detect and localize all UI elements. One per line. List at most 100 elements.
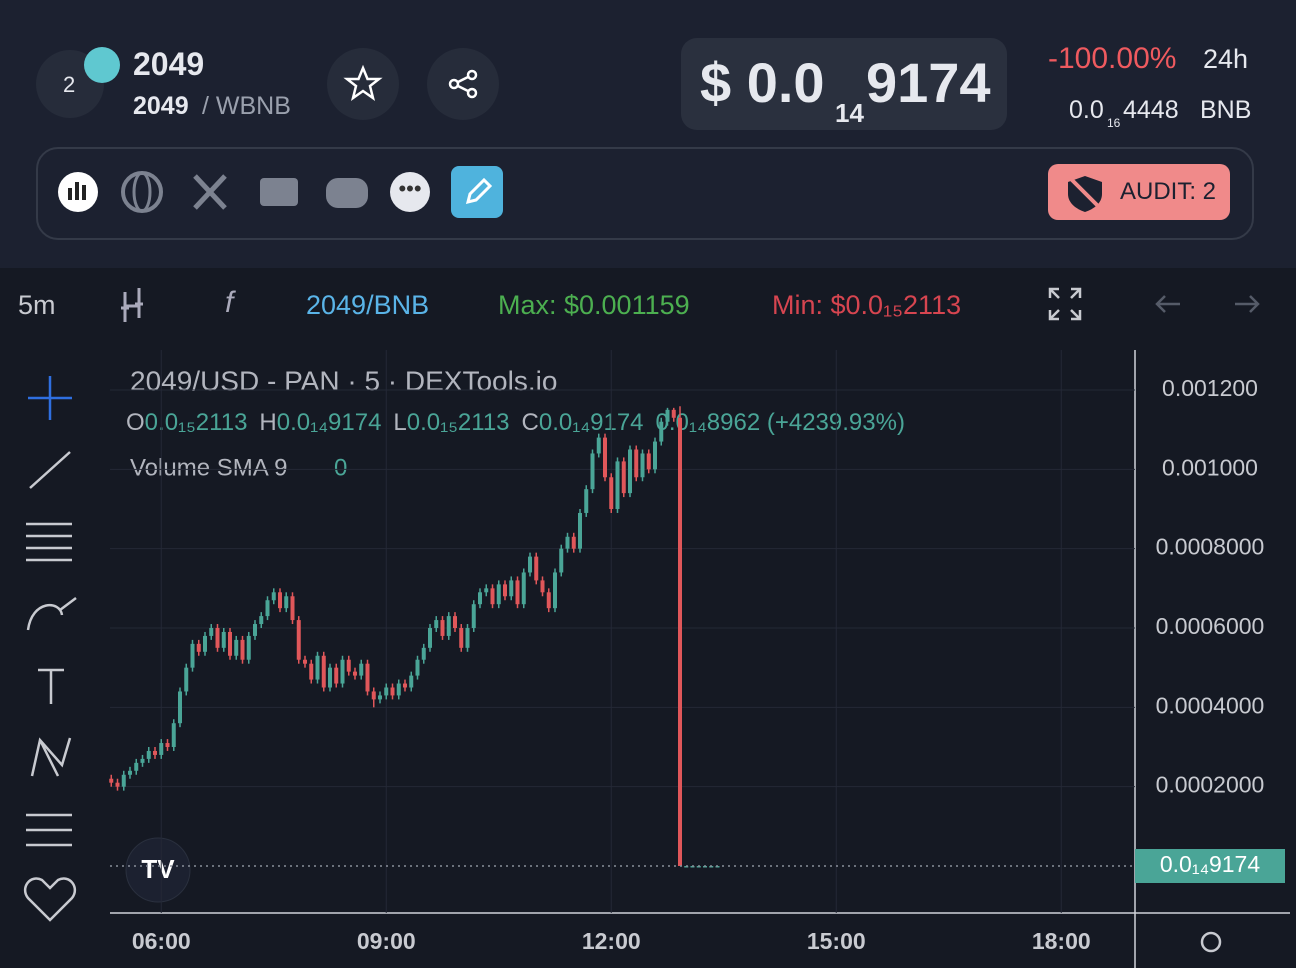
candle-body	[409, 675, 414, 688]
indicators-button[interactable]: f	[225, 286, 236, 319]
candle-body	[509, 580, 514, 597]
audit-icon	[1066, 174, 1104, 212]
share-button[interactable]	[427, 48, 499, 120]
chart-panel	[0, 268, 1296, 968]
discord-link[interactable]	[326, 178, 368, 208]
candle-body	[240, 639, 245, 660]
measure-tool[interactable]	[26, 813, 72, 847]
change-period: 24h	[1203, 44, 1249, 74]
candle-body	[415, 659, 420, 676]
candle-body	[371, 691, 376, 700]
price-prefix: $ 0.0	[700, 51, 825, 114]
redo-button[interactable]	[1235, 295, 1260, 313]
legend-key: C	[522, 409, 539, 436]
candle-body	[378, 695, 382, 700]
candle-body	[634, 449, 639, 478]
crosshair-tool[interactable]	[28, 376, 72, 420]
candle-body	[515, 580, 520, 605]
bnb-unit: BNB	[1200, 96, 1252, 124]
pair-base: 2049	[133, 92, 189, 120]
candle-body	[459, 628, 464, 648]
candle-body	[428, 628, 432, 648]
settings-button[interactable]	[1200, 931, 1222, 953]
candle-body	[521, 572, 526, 605]
chart-title: 2049/USD - PAN · 5 · DEXTools.io	[130, 365, 557, 396]
candle-body	[253, 624, 257, 636]
favorites-tool[interactable]	[23, 877, 77, 922]
icon-dots: •••	[398, 176, 421, 201]
candle-body	[578, 512, 582, 549]
brush-tool[interactable]	[26, 597, 77, 631]
candle-body	[284, 596, 289, 609]
y-tick-label: 0.0006000	[1156, 613, 1265, 639]
candle-body	[434, 620, 439, 628]
token-logo	[84, 47, 120, 83]
pattern-tool[interactable]	[30, 737, 72, 777]
candle-body	[278, 592, 282, 609]
candle-body	[265, 600, 270, 617]
fib-tool[interactable]	[26, 522, 72, 562]
candle-body	[384, 687, 389, 696]
legend-value: 0.0₁₅2113	[145, 409, 248, 436]
candle-body	[334, 667, 339, 684]
legend-value: 0.0₁₄9174	[277, 409, 382, 436]
icon-bar	[68, 188, 72, 200]
candle-body	[540, 580, 545, 593]
candle-body	[490, 588, 495, 605]
x-link[interactable]	[193, 174, 227, 210]
candle-body	[184, 667, 189, 692]
candle-body	[109, 778, 114, 783]
fullscreen-button[interactable]	[1048, 287, 1082, 321]
candle-body	[296, 620, 301, 660]
price-change: -100.00%	[1048, 42, 1177, 75]
candle-body	[365, 663, 370, 692]
icon-part	[132, 171, 152, 213]
icon-bar	[75, 182, 79, 200]
candle-body	[328, 667, 332, 688]
legend-key: H	[259, 409, 276, 436]
x-tick-label: 09:00	[357, 928, 416, 954]
candle-body	[403, 683, 407, 688]
y-tick-label: 0.0008000	[1156, 534, 1265, 560]
candle-body	[146, 750, 151, 759]
candle-body	[153, 750, 157, 755]
link-icons: •••	[58, 166, 503, 218]
share-icon	[448, 69, 478, 99]
candle-body	[290, 596, 295, 621]
view-icons	[1048, 287, 1260, 321]
candle-body	[565, 536, 570, 549]
candle-body	[571, 536, 576, 549]
last-price-label: 0.0₁₄9174	[1160, 851, 1260, 877]
icon-bar	[82, 185, 86, 200]
candle-body	[496, 584, 501, 605]
undo-button[interactable]	[1155, 295, 1180, 313]
candle-body	[528, 556, 532, 573]
star-icon	[343, 64, 383, 101]
tv-logo-text: TV	[141, 854, 175, 884]
price-zeros: 14	[835, 98, 864, 128]
more-link[interactable]	[390, 172, 430, 212]
candle-body	[228, 631, 232, 656]
toolbar-icons: f	[121, 286, 236, 322]
price-box	[681, 38, 1007, 130]
text-tool[interactable]	[38, 668, 64, 704]
candle-type-button[interactable]	[121, 288, 143, 322]
candle-body	[209, 628, 214, 636]
trendline-tool[interactable]	[29, 451, 71, 489]
candle-body	[640, 453, 645, 478]
candle-body	[309, 663, 314, 680]
drawing-tools	[23, 376, 77, 922]
min-price: Min: $0.0₁₅2113	[772, 290, 962, 320]
candle-body	[215, 628, 220, 648]
candle-body	[165, 743, 170, 747]
interval[interactable]: 5m	[18, 290, 56, 320]
price-digits: 9174	[866, 51, 991, 114]
candle-body	[171, 723, 176, 747]
email-link[interactable]	[260, 178, 298, 206]
bnb-zeros: 16	[1107, 116, 1121, 130]
pair-toggle[interactable]: 2049/BNB	[306, 290, 430, 320]
edit-button[interactable]	[451, 166, 503, 218]
candle-body	[446, 616, 451, 636]
favorite-button[interactable]	[327, 48, 399, 120]
